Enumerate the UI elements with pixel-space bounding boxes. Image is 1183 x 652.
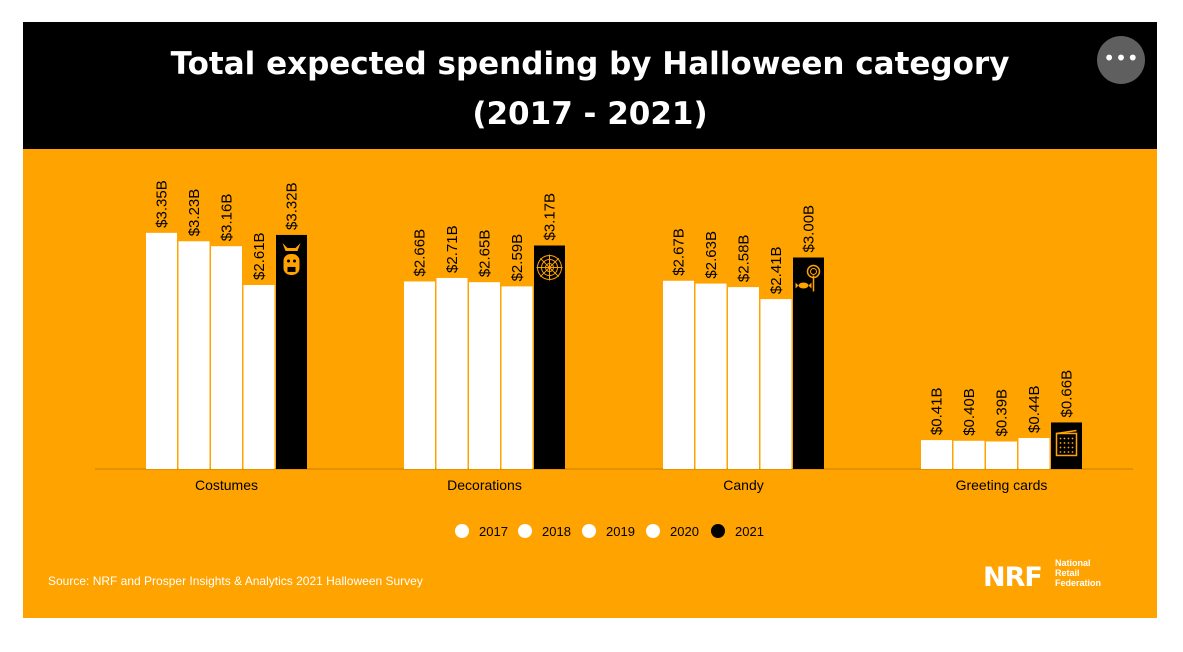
bar-decorations-2017 [404,281,435,469]
infographic-card: Total expected spending by Halloween cat… [23,22,1157,618]
data-label: $2.41B [768,247,785,295]
legend-marker-2017 [455,524,469,538]
bar-greeting-cards-2021 [1051,422,1082,469]
data-label: $3.17B [542,193,559,241]
data-label: $2.65B [477,230,494,278]
category-label: Costumes [195,477,258,493]
header-bar: Total expected spending by Halloween cat… [23,22,1157,149]
data-label: $3.23B [186,189,203,237]
chart-title-line2: (2017 - 2021) [472,96,708,132]
data-label: $3.35B [154,180,171,228]
bar-decorations-2019 [469,282,500,469]
bar-greeting-cards-2017 [921,440,952,469]
bar-candy-2020 [760,299,792,469]
legend-label-2017: 2017 [479,524,508,539]
bar-decorations-2018 [436,277,468,469]
bar-costumes-2019 [211,246,242,469]
legend-marker-2018 [518,524,532,538]
legend-marker-2019 [582,524,596,538]
bar-greeting-cards-2020 [1018,437,1050,469]
logo-mark: NRF [983,562,1042,593]
category-label: Candy [723,477,763,493]
bar-decorations-2021 [534,245,565,469]
nrf-logo: NRF National Retail Federation [983,558,1101,593]
more-options-button[interactable]: ••• [1097,36,1145,84]
category-label: Greeting cards [956,477,1048,493]
bar-chart: $3.35B $3.23B $3.16B $2.61B $3.32B Costumes $2… [95,180,1133,539]
data-label: $3.00B [801,205,818,253]
bar-greeting-cards-2019 [986,441,1017,469]
data-label: $2.58B [736,235,753,283]
data-label: $0.41B [929,388,946,436]
data-label: $3.16B [219,194,236,242]
bar-candy-2021 [793,257,824,469]
bar-candy-2018 [695,283,727,469]
bar-costumes-2018 [178,241,210,469]
legend-label-2019: 2019 [606,524,635,539]
logo-text-line2: Retail [1055,568,1080,578]
data-label: $0.40B [961,388,978,436]
legend-label-2021: 2021 [735,524,764,539]
logo-text-line3: Federation [1055,578,1101,588]
bar-costumes-2020 [243,284,275,469]
data-label: $2.61B [251,232,268,280]
legend-label-2018: 2018 [542,524,571,539]
bat-costume-icon [282,242,301,275]
data-label: $0.66B [1059,370,1076,418]
bar-candy-2017 [663,280,694,469]
spider-web-icon [536,254,563,281]
greeting-card-icon [1055,429,1078,457]
bar-candy-2019 [728,287,759,469]
category-label: Decorations [447,477,522,493]
chart-title-line1: Total expected spending by Halloween cat… [170,46,1010,82]
candy-icon [795,264,821,292]
source-note: Source: NRF and Prosper Insights & Analy… [48,574,423,588]
bar-decorations-2020 [501,286,533,469]
data-label: $0.39B [994,389,1011,437]
data-label: $0.44B [1026,385,1043,433]
data-label: $2.59B [509,234,526,282]
logo-text-line1: National [1055,558,1091,568]
data-label: $3.32B [284,182,301,230]
data-label: $2.71B [444,225,461,273]
data-label: $2.67B [671,228,688,276]
data-label: $2.63B [703,231,720,279]
legend-label-2020: 2020 [670,524,699,539]
data-label: $2.66B [412,229,429,277]
bar-greeting-cards-2018 [953,440,985,469]
legend-marker-2021 [711,524,725,538]
legend-marker-2020 [646,524,660,538]
bar-costumes-2017 [146,232,177,469]
